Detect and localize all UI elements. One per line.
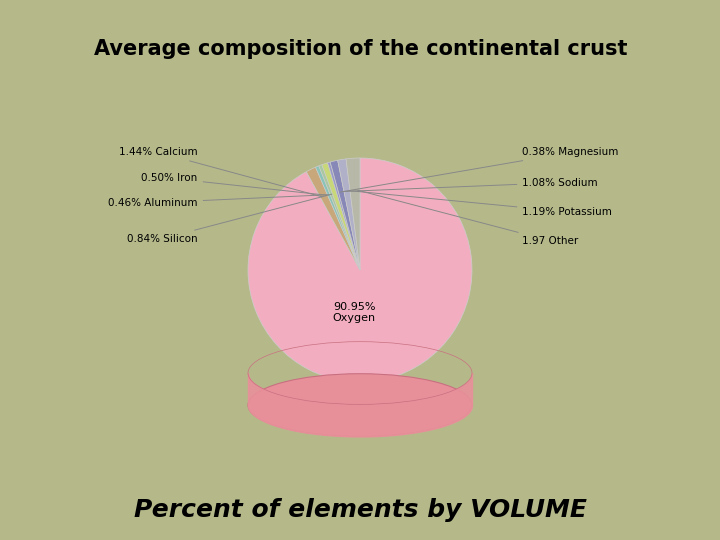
Ellipse shape	[248, 374, 472, 436]
Text: 1.97 Other: 1.97 Other	[358, 190, 579, 246]
Text: Average composition of the continental crust: Average composition of the continental c…	[94, 38, 627, 59]
Text: 0.38% Magnesium: 0.38% Magnesium	[341, 147, 618, 192]
Text: 1.44% Calcium: 1.44% Calcium	[119, 147, 322, 197]
Text: 90.95%
Oxygen: 90.95% Oxygen	[333, 302, 376, 323]
Wedge shape	[306, 167, 360, 270]
Wedge shape	[248, 158, 472, 382]
Wedge shape	[315, 166, 360, 270]
Wedge shape	[328, 162, 360, 270]
Wedge shape	[322, 163, 360, 270]
Text: 1.19% Potassium: 1.19% Potassium	[350, 191, 612, 217]
Text: Percent of elements by VOLUME: Percent of elements by VOLUME	[133, 498, 587, 522]
Text: 1.08% Sodium: 1.08% Sodium	[344, 178, 598, 192]
Text: 0.46% Aluminum: 0.46% Aluminum	[108, 195, 328, 208]
Wedge shape	[338, 159, 360, 270]
Wedge shape	[330, 160, 360, 270]
Text: 0.50% Iron: 0.50% Iron	[141, 173, 326, 195]
Wedge shape	[319, 165, 360, 270]
Wedge shape	[346, 158, 360, 270]
Text: 0.84% Silicon: 0.84% Silicon	[127, 194, 332, 244]
